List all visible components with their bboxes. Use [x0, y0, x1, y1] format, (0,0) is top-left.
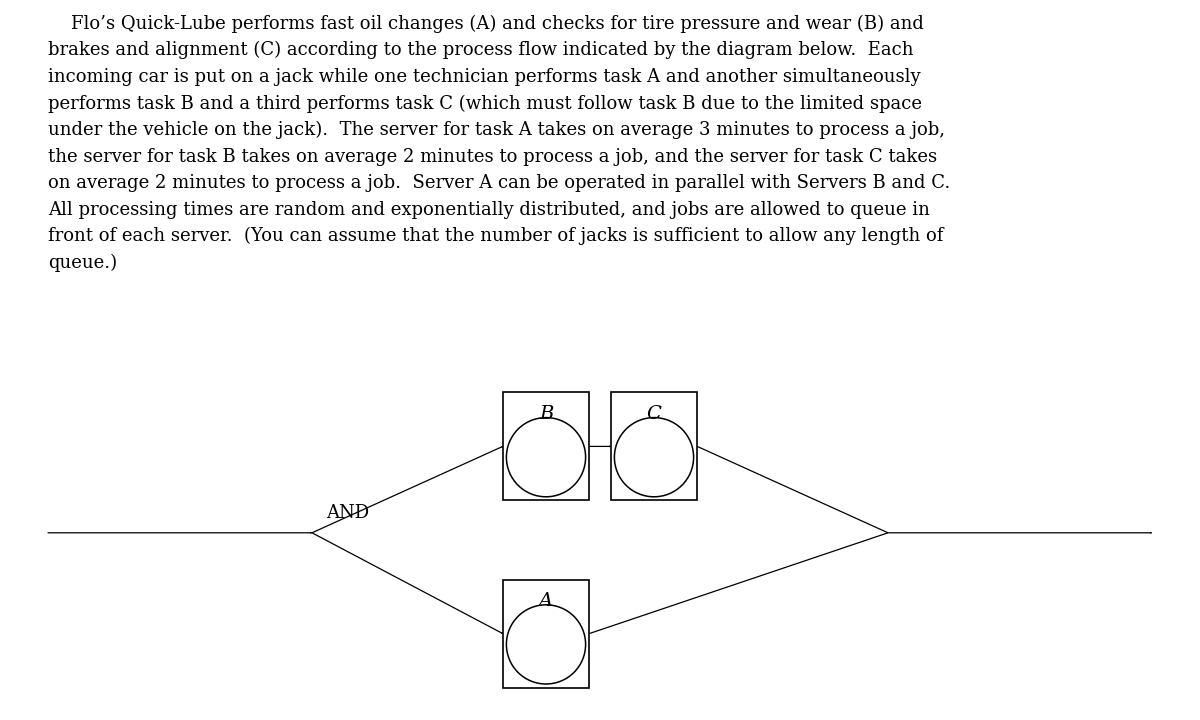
Text: B: B	[539, 405, 553, 423]
Bar	[503, 392, 589, 500]
Text: AND: AND	[326, 504, 370, 522]
Text: A: A	[539, 592, 553, 611]
Bar	[611, 392, 697, 500]
Bar	[503, 580, 589, 688]
Ellipse shape	[614, 418, 694, 497]
Ellipse shape	[506, 605, 586, 684]
Text: C: C	[647, 405, 661, 423]
Ellipse shape	[506, 418, 586, 497]
Text: Flo’s Quick-Lube performs fast oil changes (A) and checks for tire pressure and : Flo’s Quick-Lube performs fast oil chang…	[48, 14, 950, 272]
